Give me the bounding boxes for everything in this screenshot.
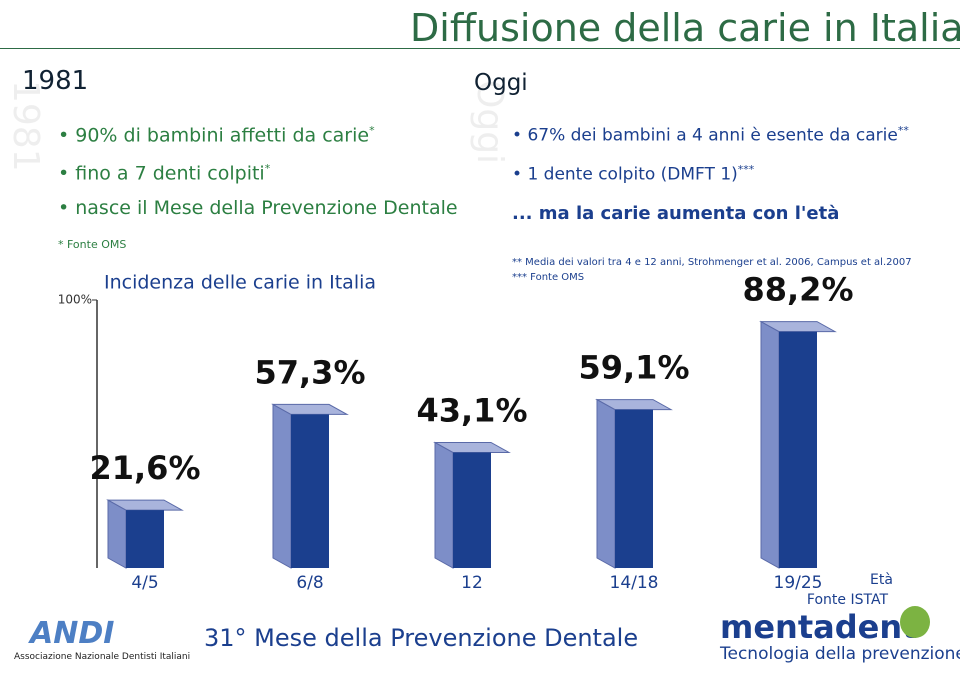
bar-top (759, 321, 837, 333)
bullet-text: 67% dei bambini a 4 anni è esente da car… (527, 125, 898, 146)
x-tick-label: 6/8 (296, 573, 323, 593)
bullet: • 67% dei bambini a 4 anni è esente da c… (512, 124, 909, 146)
x-tick-label: 19/25 (774, 573, 823, 593)
bar-side (760, 320, 780, 569)
bar-side (596, 398, 616, 569)
source: Fonte ISTAT (807, 592, 889, 608)
footnote: * Fonte OMS (58, 238, 127, 251)
logo-caption: Associazione Nazionale Dentisti Italiani (14, 652, 191, 662)
value-label: 59,1% (578, 349, 689, 387)
rule (0, 48, 960, 49)
value-label: 43,1% (416, 391, 527, 429)
bullet: • 90% di bambini affetti da carie* (58, 124, 375, 147)
bullet: • 1 dente colpito (DMFT 1)*** (512, 162, 755, 185)
bullet: • fino a 7 denti colpiti* (58, 162, 271, 185)
x-axis-label: Età (870, 572, 893, 588)
brand-tagline: Tecnologia della prevenzione (720, 644, 960, 664)
footnote: ** Media dei valori tra 4 e 12 anni, Str… (512, 255, 912, 285)
bar (779, 331, 817, 568)
bar-top (271, 403, 349, 415)
bullet-text: 1 dente colpito (DMFT 1) (527, 164, 738, 185)
apple-icon (900, 606, 930, 638)
footer-title: 31° Mese della Prevenzione Dentale (204, 624, 639, 652)
brand: mentadent (720, 608, 918, 646)
title: Diffusione della carie in Italia (410, 6, 960, 50)
footnote: ** Media dei valori tra 4 e 12 anni, Str… (512, 257, 912, 268)
bar-side (434, 441, 454, 569)
footnote-mark: *** (737, 162, 755, 176)
bullet: • nasce il Mese della Prevenzione Dental… (58, 196, 458, 219)
heading: 1981 (22, 66, 89, 96)
bullet-text: nasce il Mese della Prevenzione Dentale (75, 196, 458, 219)
value-label: 21,6% (89, 449, 200, 487)
footnote-mark: * (369, 124, 375, 137)
footnote-mark: * (264, 162, 271, 176)
footnote-mark: ** (897, 124, 909, 137)
bar (615, 409, 653, 568)
y-tick-label: 100% (58, 293, 92, 307)
bar-side (107, 499, 127, 569)
bar-top (595, 399, 673, 411)
conclusion: ... ma la carie aumenta con l'età (512, 203, 840, 224)
bar (453, 452, 491, 568)
bar (291, 414, 329, 568)
bar-side (272, 403, 292, 569)
x-tick-label: 12 (461, 573, 483, 593)
value-label: 57,3% (254, 353, 365, 391)
x-tick-label: 14/18 (610, 573, 659, 593)
bar-top (433, 441, 511, 453)
bullet-list: • 67% dei bambini a 4 anni è esente da c… (512, 114, 909, 191)
bar-top (106, 499, 184, 511)
heading: Oggi (474, 70, 528, 96)
bar (126, 510, 164, 568)
x-tick-label: 4/5 (131, 573, 158, 593)
footnote: *** Fonte OMS (512, 272, 585, 283)
value-label: 88,2% (742, 271, 853, 309)
bullet-text: fino a 7 denti colpiti (75, 162, 265, 185)
bullet-text: 90% di bambini affetti da carie (75, 124, 370, 147)
chart-title: Incidenza delle carie in Italia (104, 272, 376, 294)
logo: ANDI (30, 616, 115, 651)
bullet-list: • 90% di bambini affetti da carie* • fino… (58, 114, 458, 225)
